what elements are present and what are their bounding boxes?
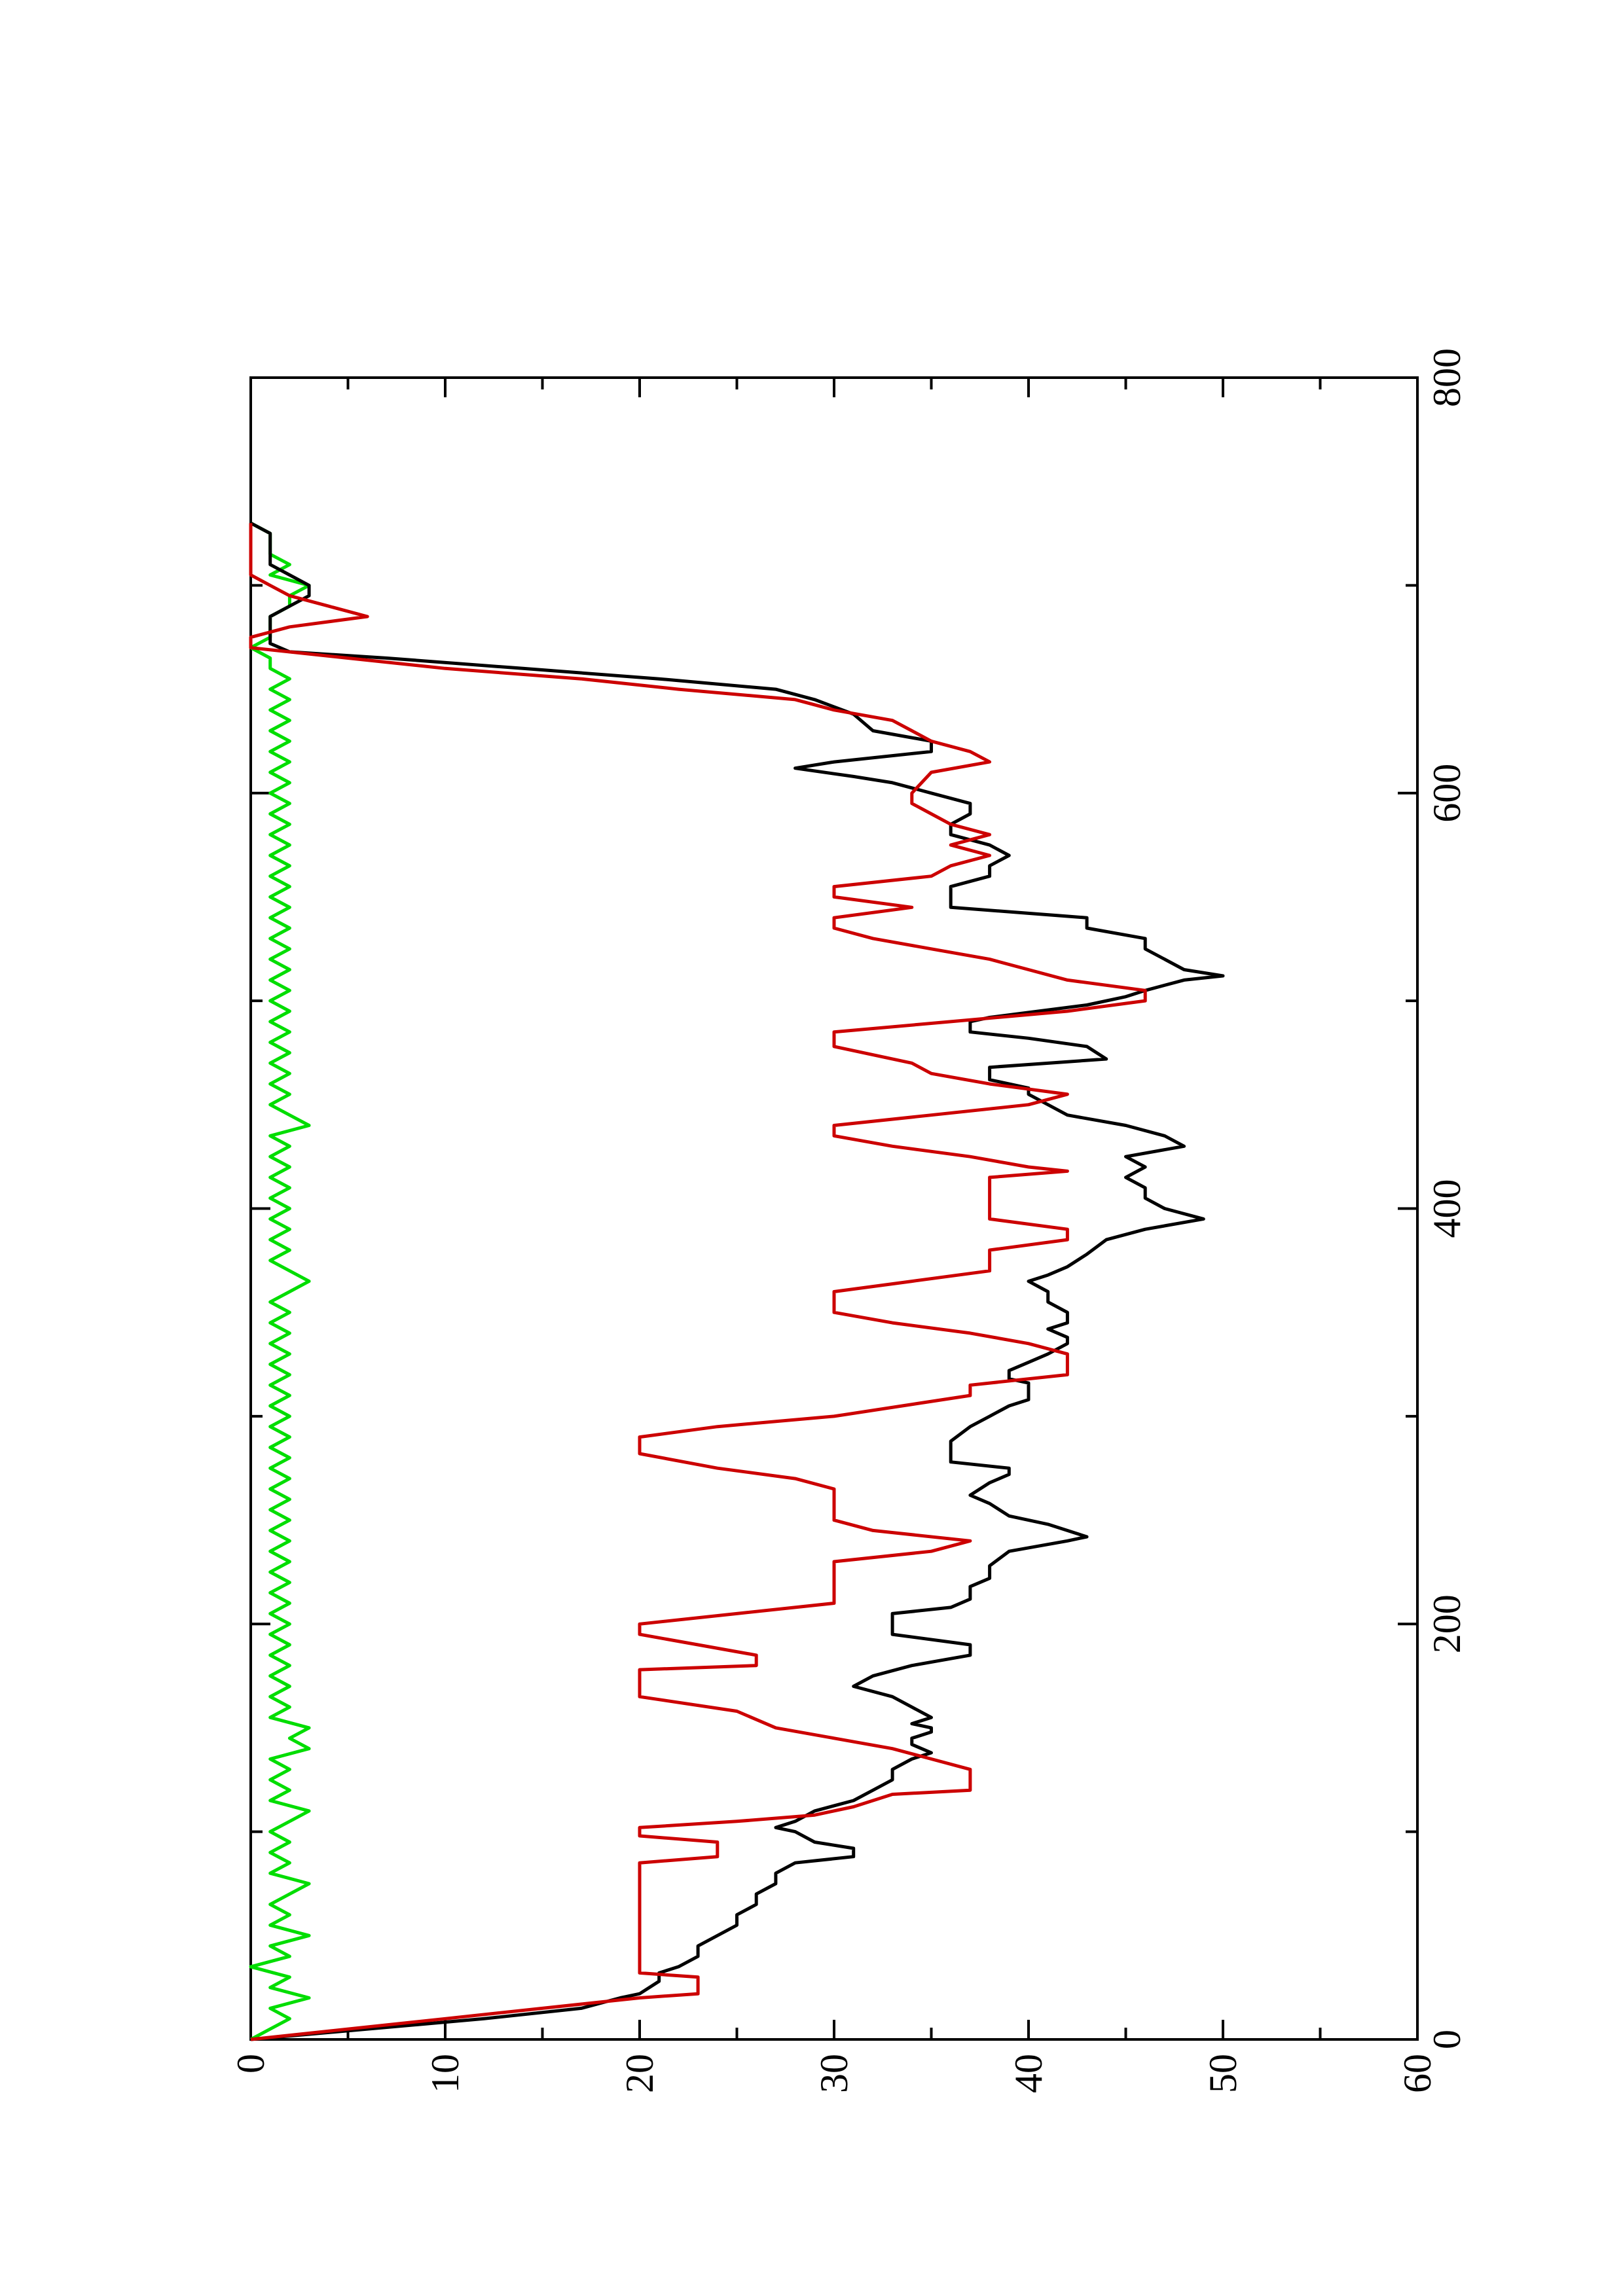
x-tick-label: 600 xyxy=(1425,764,1468,823)
y-axis-ticks xyxy=(249,378,1419,2039)
x-tick-label: 200 xyxy=(1425,1594,1468,1653)
plot-frame xyxy=(249,376,1419,2041)
x-tick-label: 800 xyxy=(1425,348,1468,407)
y-tick-label: 30 xyxy=(812,2054,856,2093)
y-tick-label: 20 xyxy=(618,2054,661,2093)
y-axis-tick-labels: 0 10 20 30 40 50 60 xyxy=(229,2054,1439,2093)
x-tick-label: 400 xyxy=(1425,1179,1468,1238)
y-tick-label: 10 xyxy=(424,2054,467,2093)
x-axis-ticks xyxy=(251,376,1417,2041)
series-layer xyxy=(249,521,1225,2041)
x-tick-label: 0 xyxy=(1425,2030,1468,2049)
y-tick-label: 0 xyxy=(229,2054,272,2073)
y-tick-label: 60 xyxy=(1396,2054,1439,2093)
series-line-green xyxy=(249,521,311,2041)
x-axis-tick-labels: 0 200 400 600 800 xyxy=(1425,348,1468,2049)
series-line-black xyxy=(249,521,1225,2041)
y-tick-label: 50 xyxy=(1201,2054,1245,2093)
series-line-red xyxy=(249,523,1147,2041)
y-tick-label: 40 xyxy=(1007,2054,1050,2093)
